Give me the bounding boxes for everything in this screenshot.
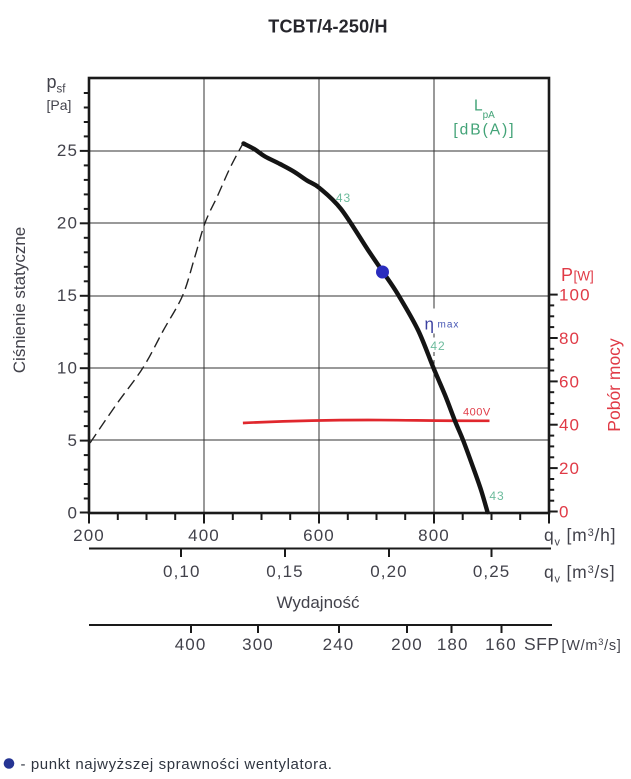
svg-text:SFP: SFP: [524, 634, 560, 654]
svg-text:20: 20: [57, 214, 78, 233]
svg-text:400V: 400V: [463, 407, 491, 419]
svg-text:40: 40: [559, 416, 580, 435]
svg-text:400: 400: [188, 526, 220, 545]
svg-text:qv [m3/s]: qv [m3/s]: [544, 562, 615, 586]
svg-text:43: 43: [336, 191, 351, 205]
svg-text:0: 0: [67, 504, 78, 523]
svg-text:42: 42: [430, 339, 445, 353]
svg-text:TCBT/4-250/H: TCBT/4-250/H: [268, 17, 387, 37]
svg-text:43: 43: [489, 489, 504, 503]
svg-text:100: 100: [559, 286, 591, 305]
svg-text:[W/m3/s]: [W/m3/s]: [562, 637, 622, 654]
svg-text:200: 200: [73, 526, 105, 545]
svg-text:0,10: 0,10: [163, 562, 201, 581]
svg-text:25: 25: [57, 141, 78, 160]
svg-text:200: 200: [391, 635, 423, 654]
svg-text:160: 160: [485, 635, 517, 654]
svg-text:Wydajność: Wydajność: [277, 593, 360, 612]
svg-text:η: η: [425, 315, 434, 334]
svg-text:600: 600: [303, 526, 335, 545]
svg-text:240: 240: [323, 635, 355, 654]
svg-text:0,15: 0,15: [266, 562, 304, 581]
svg-text:80: 80: [559, 329, 580, 348]
svg-text:0,20: 0,20: [370, 562, 408, 581]
svg-text:[Pa]: [Pa]: [47, 97, 72, 113]
svg-text:300: 300: [242, 635, 274, 654]
svg-text:180: 180: [437, 635, 469, 654]
svg-text:20: 20: [559, 459, 580, 478]
svg-text:Ciśnienie statyczne: Ciśnienie statyczne: [10, 227, 29, 373]
svg-text:800: 800: [418, 526, 450, 545]
svg-text:5: 5: [67, 431, 78, 450]
svg-text:60: 60: [559, 373, 580, 392]
svg-text:[dB(A)]: [dB(A)]: [453, 122, 515, 139]
svg-text:max: max: [438, 320, 460, 331]
svg-text:- punkt najwyższej sprawności: - punkt najwyższej sprawności wentylator…: [21, 756, 333, 773]
svg-text:400: 400: [175, 635, 207, 654]
svg-text:P: P: [561, 265, 573, 285]
svg-text:10: 10: [57, 359, 78, 378]
svg-text:0: 0: [559, 503, 570, 522]
svg-text:0,25: 0,25: [473, 562, 511, 581]
svg-text:[W]: [W]: [574, 269, 594, 284]
svg-text:qv [m3/h]: qv [m3/h]: [544, 525, 616, 549]
svg-text:Pobór mocy: Pobór mocy: [604, 338, 624, 432]
svg-text:15: 15: [57, 286, 78, 305]
